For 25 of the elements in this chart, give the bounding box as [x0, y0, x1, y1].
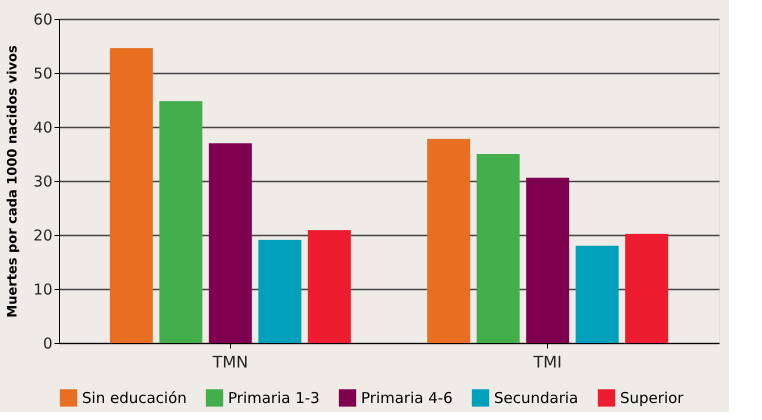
bar	[110, 48, 153, 343]
y-tick-label: 10	[33, 280, 52, 298]
legend-label: Primaria 1-3	[228, 388, 320, 407]
x-tick-label: TMI	[532, 352, 562, 372]
bar	[526, 178, 570, 343]
bar	[308, 230, 351, 343]
bar	[258, 240, 302, 343]
y-tick-label: 30	[33, 172, 52, 190]
legend-label: Primaria 4-6	[361, 388, 453, 407]
legend-label: Secundaria	[494, 388, 578, 407]
y-tick-label: 20	[33, 226, 52, 244]
legend-label: Sin educación	[82, 388, 187, 407]
y-tick-label: 40	[33, 118, 52, 136]
bar	[476, 154, 520, 343]
bar	[427, 138, 470, 343]
x-tick-label: TMN	[212, 352, 248, 372]
bar	[208, 143, 252, 343]
y-tick-label: 0	[42, 334, 52, 352]
y-tick-label: 60	[33, 10, 52, 28]
y-axis-title: Muertes por cada 1000 nacidos vivos	[5, 45, 20, 318]
legend-label: Superior	[620, 388, 684, 407]
y-tick-label: 50	[33, 64, 52, 82]
bar	[625, 234, 668, 343]
bar	[576, 246, 619, 343]
bar	[159, 101, 202, 343]
